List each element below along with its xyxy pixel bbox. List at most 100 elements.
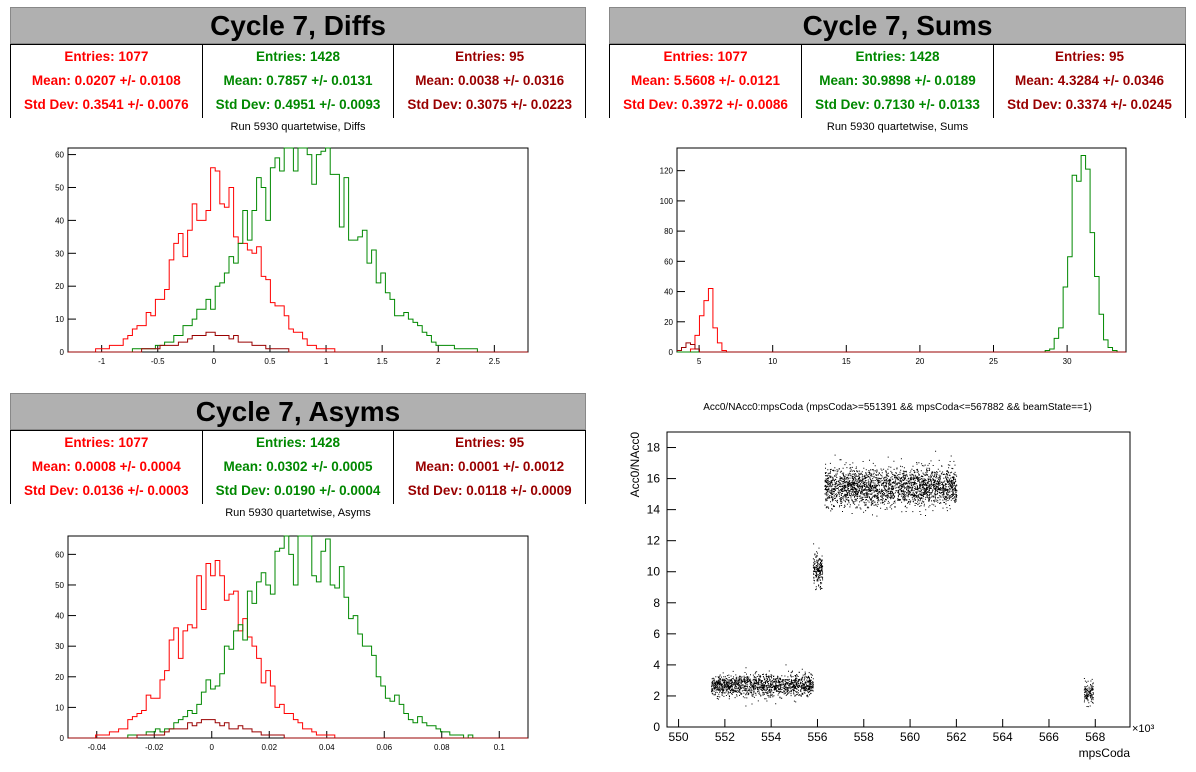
stat-std: Std Dev: 0.3075 +/- 0.0223 bbox=[407, 97, 573, 112]
stat-mean: Mean: 30.9898 +/- 0.0189 bbox=[819, 73, 976, 88]
scatter-title: Acc0/NAcc0:mpsCoda (mpsCoda>=551391 && m… bbox=[703, 402, 1092, 413]
sums-title: Cycle 7, Sums bbox=[609, 7, 1186, 44]
stat-entries: Entries: 1428 bbox=[255, 49, 341, 64]
x-tick-label: 0 bbox=[210, 743, 215, 752]
diffs-stat-red: Entries: 1077 Mean: 0.0207 +/- 0.0108 St… bbox=[11, 45, 203, 118]
stat-std: Std Dev: 0.3541 +/- 0.0076 bbox=[23, 97, 189, 112]
y-tick-label: 30 bbox=[55, 249, 64, 258]
x-tick-label: 0.5 bbox=[264, 357, 276, 366]
histogram-series-red bbox=[68, 167, 528, 353]
asyms-subtitle: Run 5930 quartetwise, Asyms bbox=[225, 507, 371, 519]
y-tick-label: 6 bbox=[653, 627, 660, 641]
x-tick-label: -0.04 bbox=[88, 743, 107, 752]
plot-frame bbox=[676, 147, 1127, 353]
y-tick-label: 50 bbox=[55, 581, 64, 590]
scatter-plot: 550 552 554 556 558 560 562 564 566 568 0 2 4 6 8 10 12 1… bbox=[628, 431, 1155, 760]
stat-entries: Entries: 1428 bbox=[255, 435, 341, 450]
x-axis-label: mpsCoda bbox=[1079, 746, 1131, 760]
x-tick-label: 25 bbox=[989, 357, 998, 366]
x-tick-label: 10 bbox=[768, 357, 777, 366]
y-tick-label: 16 bbox=[647, 472, 661, 486]
plot-frame bbox=[67, 147, 529, 353]
x-tick-label: 554 bbox=[761, 730, 781, 744]
histogram-series-green bbox=[68, 147, 528, 353]
y-tick-label: 120 bbox=[660, 167, 674, 176]
x-tick-label: 15 bbox=[842, 357, 851, 366]
y-tick-label: 10 bbox=[55, 703, 64, 712]
stat-mean: Mean: 0.7857 +/- 0.0131 bbox=[223, 73, 373, 88]
sums-stat-red: Entries: 1077 Mean: 5.5608 +/- 0.0121 St… bbox=[610, 45, 802, 118]
stat-entries: Entries: 95 bbox=[455, 49, 525, 64]
scatter-points bbox=[711, 450, 1094, 708]
histogram-series-red bbox=[68, 559, 528, 739]
histogram-series-green bbox=[677, 155, 1126, 353]
stat-mean: Mean: 0.0001 +/- 0.0012 bbox=[415, 459, 565, 474]
sums-subtitle: Run 5930 quartetwise, Sums bbox=[826, 121, 969, 133]
diffs-stat-green: Entries: 1428 Mean: 0.7857 +/- 0.0131 St… bbox=[203, 45, 395, 118]
x-tick-label: 0.04 bbox=[319, 743, 335, 752]
diffs-title: Cycle 7, Diffs bbox=[10, 7, 586, 44]
y-tick-label: 20 bbox=[55, 673, 64, 682]
stat-std: Std Dev: 0.7130 +/- 0.0133 bbox=[815, 97, 980, 112]
asyms-stat-green: Entries: 1428 Mean: 0.0302 +/- 0.0005 St… bbox=[203, 431, 395, 504]
x-tick-label: -0.02 bbox=[145, 743, 164, 752]
x-tick-label: 0.06 bbox=[376, 743, 392, 752]
x-tick-label: 2 bbox=[436, 357, 441, 366]
stat-std: Std Dev: 0.0118 +/- 0.0009 bbox=[407, 483, 572, 498]
y-tick-label: 40 bbox=[664, 288, 673, 297]
x-tick-label: 568 bbox=[1085, 730, 1105, 744]
stat-entries: Entries: 1428 bbox=[855, 49, 940, 64]
y-tick-label: 30 bbox=[55, 642, 64, 651]
y-tick-label: 100 bbox=[660, 197, 674, 206]
x-tick-label: 20 bbox=[915, 357, 924, 366]
asyms-stats-box: Entries: 1077 Mean: 0.0008 +/- 0.0004 St… bbox=[10, 430, 586, 504]
histogram-series-darkred bbox=[677, 342, 1126, 353]
y-tick-label: 10 bbox=[647, 565, 661, 579]
x-multiplier-label: ×10³ bbox=[1132, 723, 1155, 735]
stat-std: Std Dev: 0.0190 +/- 0.0004 bbox=[215, 483, 381, 498]
y-tick-label: 12 bbox=[647, 534, 661, 548]
x-tick-label: 550 bbox=[669, 730, 689, 744]
diffs-stats-box: Entries: 1077 Mean: 0.0207 +/- 0.0108 St… bbox=[10, 44, 586, 118]
y-tick-label: 10 bbox=[55, 315, 64, 324]
y-tick-label: 0 bbox=[60, 348, 65, 357]
x-tick-label: 1.5 bbox=[377, 357, 389, 366]
asyms-stat-red: Entries: 1077 Mean: 0.0008 +/- 0.0004 St… bbox=[11, 431, 203, 504]
x-tick-label: -0.5 bbox=[151, 357, 165, 366]
stat-mean: Mean: 0.0038 +/- 0.0316 bbox=[415, 73, 565, 88]
x-tick-label: 1 bbox=[324, 357, 329, 366]
sums-stats-box: Entries: 1077 Mean: 5.5608 +/- 0.0121 St… bbox=[609, 44, 1186, 118]
y-tick-label: 20 bbox=[55, 282, 64, 291]
stat-mean: Mean: 0.0207 +/- 0.0108 bbox=[31, 73, 181, 88]
x-tick-label: 0 bbox=[212, 357, 217, 366]
asyms-histogram: -0.04 -0.02 0 0.02 0.04 0.06 0.08 0.1 0 10 20 30 40 5… bbox=[55, 535, 529, 752]
x-tick-label: 5 bbox=[697, 357, 702, 366]
y-tick-label: 14 bbox=[647, 503, 661, 517]
y-tick-label: 80 bbox=[664, 227, 673, 236]
histogram-series-darkred bbox=[68, 719, 528, 739]
stat-std: Std Dev: 0.3972 +/- 0.0086 bbox=[623, 97, 788, 112]
y-tick-label: 40 bbox=[55, 612, 64, 621]
x-tick-label: 566 bbox=[1039, 730, 1059, 744]
y-tick-label: 0 bbox=[669, 348, 674, 357]
y-tick-label: 0 bbox=[60, 734, 65, 743]
x-tick-label: 558 bbox=[854, 730, 874, 744]
histogram-series-red bbox=[677, 288, 1126, 353]
y-tick-label: 50 bbox=[55, 183, 64, 192]
y-tick-label: 60 bbox=[664, 257, 673, 266]
stat-mean: Mean: 4.3284 +/- 0.0346 bbox=[1015, 73, 1164, 88]
y-tick-label: 0 bbox=[653, 720, 660, 734]
x-tick-label: 30 bbox=[1063, 357, 1072, 366]
stat-mean: Mean: 0.0302 +/- 0.0005 bbox=[223, 459, 373, 474]
y-tick-label: 60 bbox=[55, 151, 64, 160]
y-tick-label: 18 bbox=[647, 441, 661, 455]
stat-mean: Mean: 0.0008 +/- 0.0004 bbox=[31, 459, 181, 474]
stat-mean: Mean: 5.5608 +/- 0.0121 bbox=[631, 73, 780, 88]
x-tick-label: 2.5 bbox=[489, 357, 501, 366]
stat-std: Std Dev: 0.3374 +/- 0.0245 bbox=[1007, 97, 1172, 112]
asyms-stat-darkred: Entries: 95 Mean: 0.0001 +/- 0.0012 Std … bbox=[394, 431, 585, 504]
y-tick-label: 40 bbox=[55, 216, 64, 225]
x-tick-label: 0.1 bbox=[494, 743, 506, 752]
stat-std: Std Dev: 0.0136 +/- 0.0003 bbox=[23, 483, 189, 498]
histogram-series-darkred bbox=[68, 331, 528, 353]
